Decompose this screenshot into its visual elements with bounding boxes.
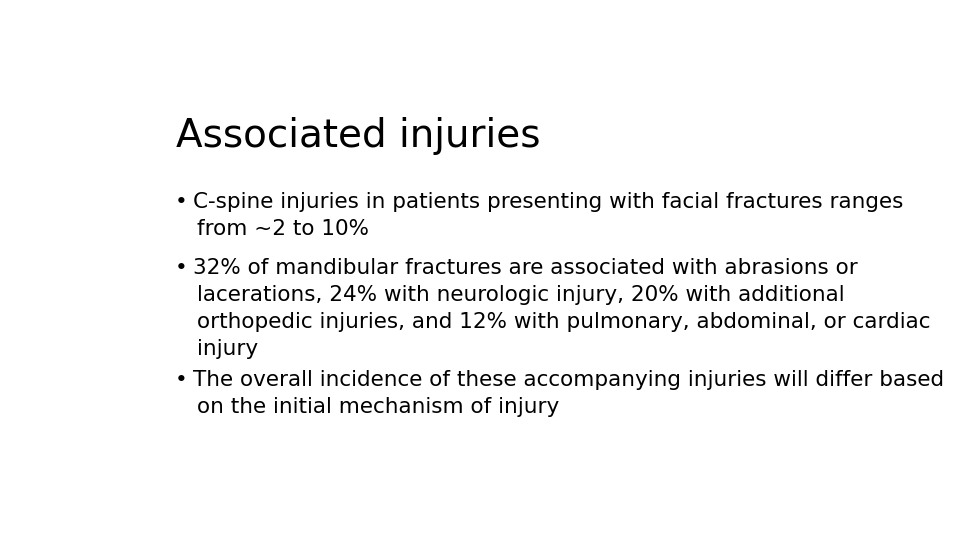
Text: The overall incidence of these accompanying injuries will differ based: The overall incidence of these accompany… xyxy=(193,370,944,390)
Text: on the initial mechanism of injury: on the initial mechanism of injury xyxy=(197,397,559,417)
Text: injury: injury xyxy=(197,339,257,359)
Text: •: • xyxy=(175,258,187,278)
Text: 32% of mandibular fractures are associated with abrasions or: 32% of mandibular fractures are associat… xyxy=(193,258,857,278)
Text: from ~2 to 10%: from ~2 to 10% xyxy=(197,219,369,239)
Text: •: • xyxy=(175,192,187,212)
Text: •: • xyxy=(175,370,187,390)
Text: lacerations, 24% with neurologic injury, 20% with additional: lacerations, 24% with neurologic injury,… xyxy=(197,285,844,305)
Text: Associated injuries: Associated injuries xyxy=(176,117,540,155)
Text: C-spine injuries in patients presenting with facial fractures ranges: C-spine injuries in patients presenting … xyxy=(193,192,903,212)
Text: orthopedic injuries, and 12% with pulmonary, abdominal, or cardiac: orthopedic injuries, and 12% with pulmon… xyxy=(197,312,930,332)
